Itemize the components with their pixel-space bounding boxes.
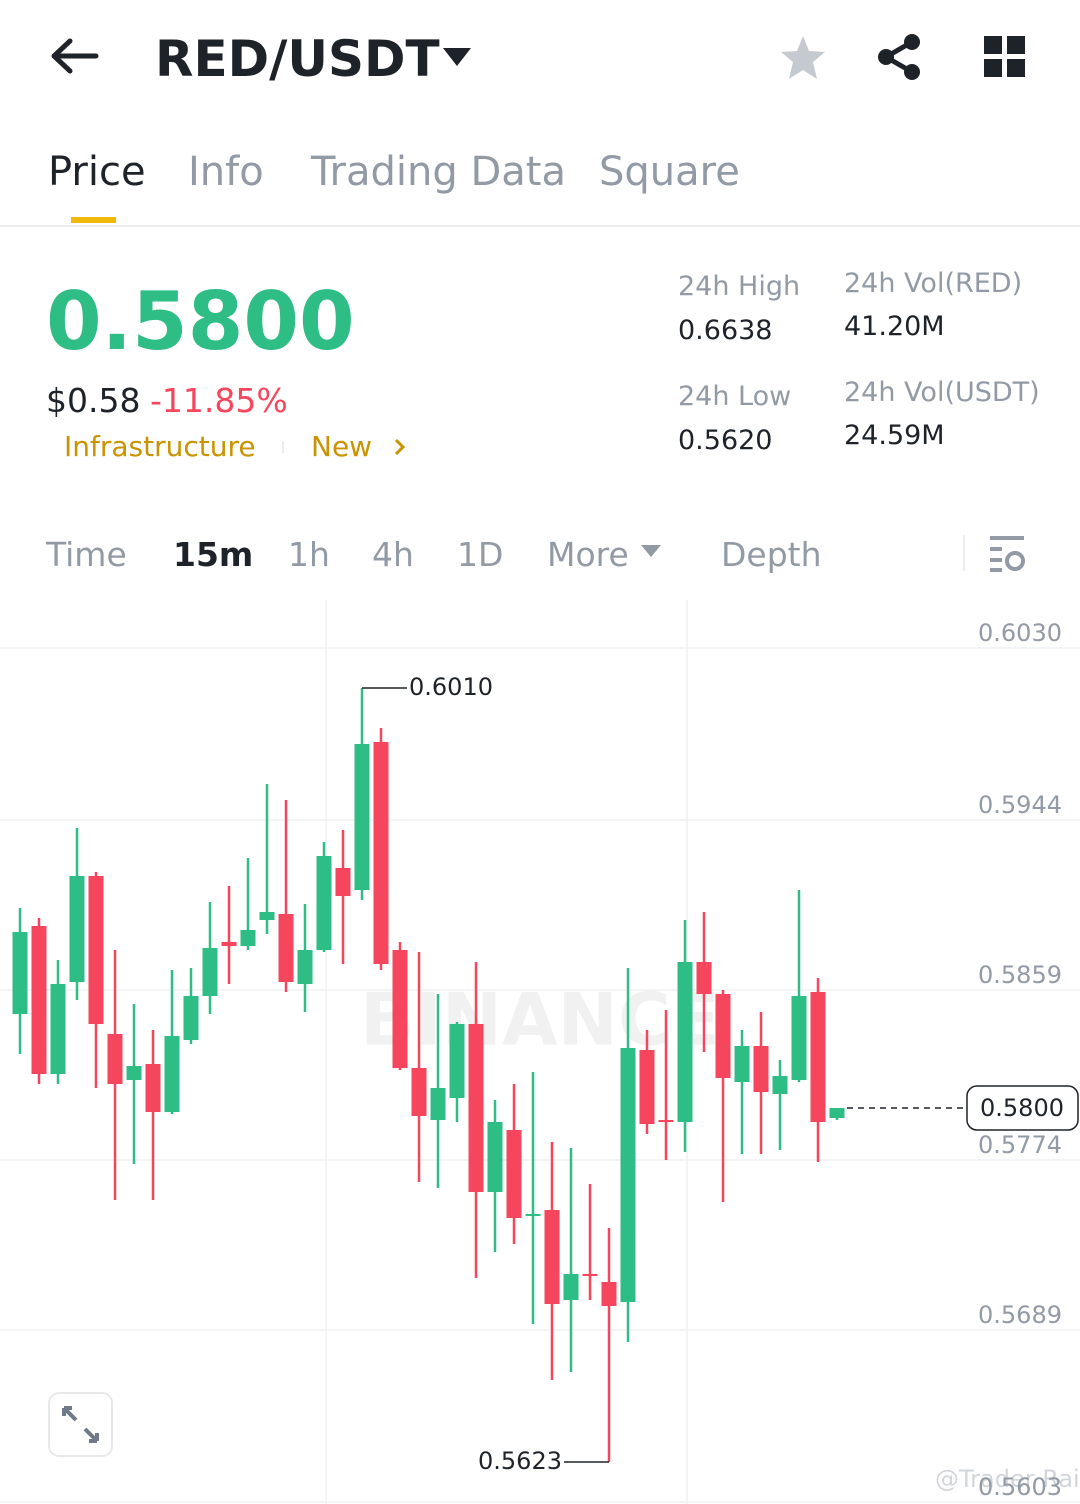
interval-tab[interactable]: 4h [372, 535, 414, 574]
stat-value: 41.20M [844, 311, 945, 342]
candle-body [620, 1048, 636, 1302]
interval-tab[interactable]: 1D [457, 535, 504, 574]
stat-value: 0.5620 [678, 425, 773, 456]
expand-icon[interactable] [62, 1406, 99, 1443]
high-label: 0.6010 [409, 673, 493, 701]
candle-body [88, 876, 104, 1024]
candle-body [791, 996, 807, 1080]
y-tick-label: 0.6030 [978, 619, 1062, 647]
candle-body [658, 1120, 674, 1122]
candle-body [696, 962, 712, 994]
chart-settings-icon[interactable] [988, 535, 1028, 573]
candle-body [354, 744, 370, 890]
tab-indicator [71, 217, 116, 223]
candle-body [12, 932, 28, 1014]
last-price-label: 0.5800 [980, 1094, 1064, 1122]
tab[interactable]: Square [599, 149, 740, 195]
candle-body [430, 1088, 446, 1120]
user-watermark: @Trader Rai [935, 1465, 1080, 1493]
last-price-box [966, 1085, 1079, 1131]
candle-body [601, 1282, 617, 1306]
candle-body [50, 984, 66, 1074]
candle-body [69, 876, 85, 982]
grid-icon[interactable] [984, 36, 1026, 78]
y-tick-label: 0.5944 [978, 791, 1062, 819]
candle-body [335, 868, 351, 896]
candle-body [468, 1024, 484, 1192]
candle-body [772, 1076, 788, 1094]
stat-label: 24h Low [678, 381, 792, 412]
expand-button[interactable] [48, 1392, 113, 1457]
y-tick-label: 0.5774 [978, 1131, 1062, 1159]
candle-body [829, 1108, 845, 1118]
candle-body [126, 1066, 142, 1080]
candlestick-chart: BINANCE @Trader Rai 0.60300.59440.58590.… [0, 600, 1080, 1504]
y-tick-label: 0.5689 [978, 1301, 1062, 1329]
tag[interactable]: New [311, 430, 373, 463]
candle-body [582, 1274, 598, 1276]
candle-body [677, 962, 693, 1122]
divider [0, 225, 1080, 227]
divider [963, 535, 965, 571]
interval-tab[interactable]: 1h [288, 535, 330, 574]
share-icon[interactable] [874, 32, 924, 82]
interval-tab[interactable]: More [547, 535, 629, 574]
candle-body [183, 996, 199, 1040]
low-label: 0.5623 [478, 1447, 562, 1475]
candle-body [259, 912, 275, 920]
candle-body [449, 1024, 465, 1098]
candle-body [107, 1034, 123, 1084]
interval-tab[interactable]: 15m [173, 535, 254, 574]
candle-body [278, 914, 294, 982]
price-change: -11.85% [150, 381, 288, 420]
last-price: 0.5800 [46, 275, 355, 368]
usd-price: $0.58 [46, 381, 141, 420]
candle-body [392, 950, 408, 1068]
tag-separator [282, 441, 284, 453]
candle-body [31, 926, 47, 1074]
candle-body [411, 1068, 427, 1116]
favorite-icon[interactable] [778, 33, 828, 83]
candle-body [221, 942, 237, 946]
candle-body [202, 948, 218, 996]
candle-body [525, 1214, 541, 1216]
candle-body [753, 1046, 769, 1092]
tag[interactable]: Infrastructure [64, 430, 256, 463]
tab[interactable]: Info [188, 149, 264, 195]
candle-body [373, 742, 389, 964]
y-tick-label: 0.5859 [978, 961, 1062, 989]
candle-body [145, 1064, 161, 1112]
y-tick-label: 0.5603 [978, 1473, 1062, 1501]
stat-value: 24.59M [844, 420, 945, 451]
candle-body [297, 950, 313, 984]
candle-body [563, 1274, 579, 1300]
candle-body [715, 994, 731, 1078]
stat-label: 24h Vol(USDT) [844, 377, 1040, 408]
tab[interactable]: Price [48, 149, 146, 195]
tab[interactable]: Trading Data [311, 149, 566, 195]
stat-label: 24h Vol(RED) [844, 268, 1023, 299]
candle-body [639, 1050, 655, 1124]
candle-body [316, 856, 332, 950]
back-button[interactable] [50, 36, 100, 76]
pair-title[interactable]: RED/USDT [155, 30, 440, 88]
candle-body [506, 1130, 522, 1218]
candle-body [487, 1122, 503, 1192]
candle-body [810, 992, 826, 1122]
tag-chevron [394, 438, 406, 456]
candle-body [734, 1046, 750, 1082]
stat-value: 0.6638 [678, 315, 773, 346]
candle-body [544, 1210, 560, 1304]
stat-label: 24h High [678, 271, 801, 302]
candle-body [164, 1036, 180, 1112]
interval-tab[interactable]: Depth [721, 535, 822, 574]
interval-tab[interactable]: Time [46, 535, 127, 574]
pair-dropdown[interactable] [442, 46, 472, 68]
candle-body [240, 930, 256, 946]
more-dropdown[interactable] [640, 544, 662, 558]
expand-box[interactable] [48, 1392, 113, 1457]
